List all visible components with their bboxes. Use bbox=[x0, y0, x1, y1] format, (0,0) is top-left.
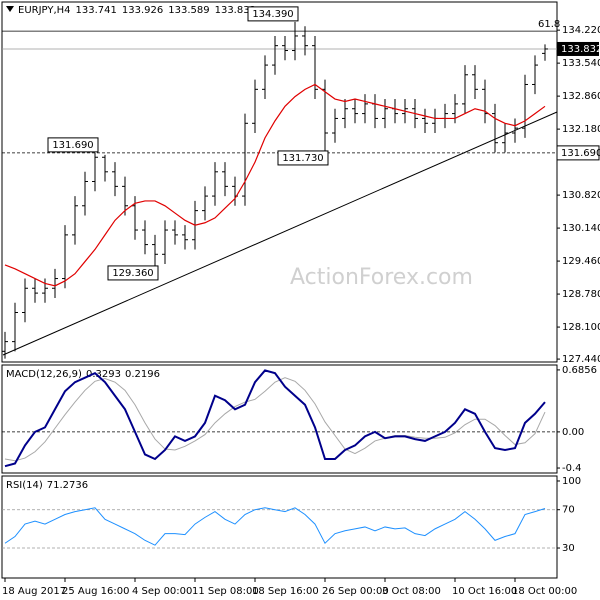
level-label-box bbox=[556, 145, 600, 161]
rsi-title: RSI(14) bbox=[6, 480, 43, 491]
level-label: 131.690 bbox=[561, 148, 600, 159]
x-tick-label: 18 Aug 2017 bbox=[2, 586, 66, 597]
x-tick-label: 26 Sep 00:00 bbox=[322, 586, 389, 597]
macd-signal bbox=[4, 377, 546, 462]
macd-tick-label: 0.00 bbox=[562, 427, 584, 438]
rsi-header: RSI(14) 71.2736 bbox=[6, 480, 88, 491]
x-tick-label: 4 Sep 00:00 bbox=[132, 586, 192, 597]
annotation-label: 131.690 bbox=[52, 140, 93, 151]
y-tick-label: 132.860 bbox=[562, 91, 600, 102]
y-tick-label: 128.780 bbox=[562, 289, 600, 300]
last-open: 133.741 bbox=[76, 5, 117, 16]
moving-average bbox=[4, 83, 546, 287]
y-tick-label: 133.540 bbox=[562, 58, 600, 69]
macd-main bbox=[4, 369, 546, 468]
annotation-label: 134.390 bbox=[252, 9, 293, 20]
y-tick-label: 130.820 bbox=[562, 190, 600, 201]
macd-tick-label: -0.4 bbox=[562, 463, 582, 474]
last-high: 133.926 bbox=[122, 5, 163, 16]
rsi-line bbox=[4, 507, 546, 546]
annotation-box bbox=[247, 6, 299, 22]
annotation-label: 129.360 bbox=[112, 268, 153, 279]
y-tick-label: 128.100 bbox=[562, 322, 600, 333]
macd-last: 0.3293 bbox=[86, 369, 121, 380]
annotation-label: 131.730 bbox=[282, 153, 323, 164]
fib-label: 61.8 bbox=[538, 19, 560, 30]
x-tick-label: 11 Sep 08:00 bbox=[192, 586, 259, 597]
rsi-tick-label: 100 bbox=[562, 476, 581, 487]
price-label-box bbox=[557, 41, 599, 56]
macd-title: MACD(12,26,9) bbox=[6, 369, 82, 380]
annotation-box bbox=[277, 150, 329, 166]
symbol-icon bbox=[6, 6, 14, 12]
macd-tick-label: 0.6856 bbox=[562, 365, 597, 376]
x-tick-label: 25 Aug 16:00 bbox=[62, 586, 129, 597]
y-tick-label: 134.220 bbox=[562, 25, 600, 36]
signal-last: 0.2196 bbox=[125, 369, 160, 380]
x-tick-label: 10 Oct 16:00 bbox=[452, 586, 517, 597]
rsi-panel bbox=[1, 475, 558, 579]
last-low: 133.589 bbox=[168, 5, 209, 16]
x-tick-label: 18 Oct 00:00 bbox=[512, 586, 577, 597]
annotation-box bbox=[107, 265, 159, 281]
last-close: 133.832 bbox=[215, 5, 256, 16]
macd-header: MACD(12,26,9) 0.3293 0.2196 bbox=[6, 369, 160, 380]
watermark: ActionForex.com bbox=[290, 265, 473, 290]
price-label: 133.832 bbox=[561, 44, 600, 55]
y-tick-label: 132.180 bbox=[562, 124, 600, 135]
x-tick-label: 3 Oct 08:00 bbox=[382, 586, 441, 597]
rsi-tick-label: 70 bbox=[562, 505, 575, 516]
rsi-last: 71.2736 bbox=[47, 480, 88, 491]
x-tick-label: 18 Sep 16:00 bbox=[252, 586, 319, 597]
macd-panel bbox=[1, 364, 558, 474]
symbol: EURJPY,H4 bbox=[18, 5, 71, 16]
y-tick-label: 127.440 bbox=[562, 354, 600, 365]
y-tick-label: 129.460 bbox=[562, 256, 600, 267]
rsi-tick-label: 30 bbox=[562, 543, 575, 554]
y-tick-label: 130.140 bbox=[562, 223, 600, 234]
price-panel bbox=[1, 1, 558, 363]
header: EURJPY,H4 133.741 133.926 133.589 133.832 bbox=[18, 5, 256, 16]
annotation-box bbox=[47, 137, 99, 153]
